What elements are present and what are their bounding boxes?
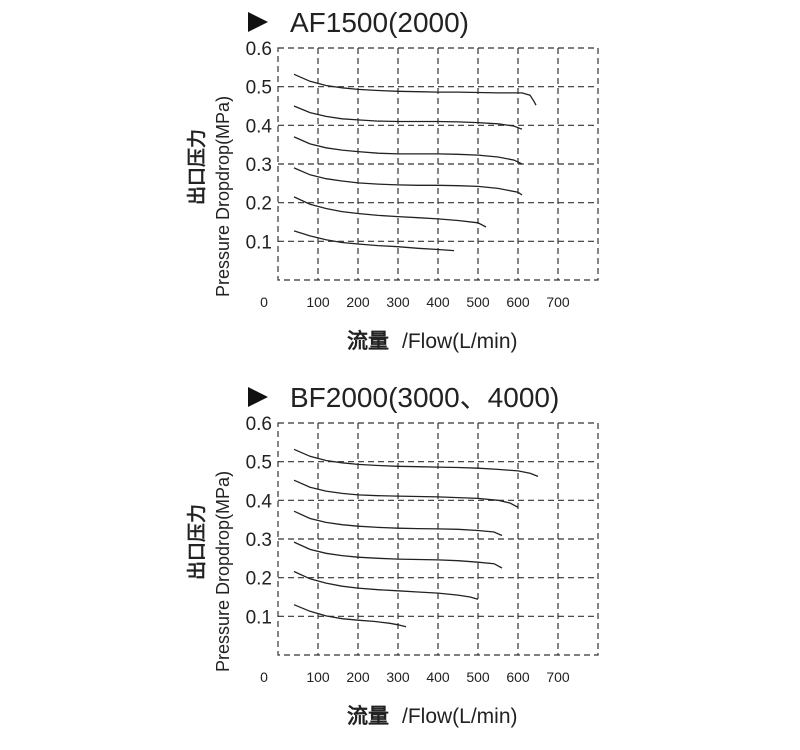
x-tick-label: 700 [546,669,570,685]
x-axis-label-en: /Flow(L/min) [402,705,518,728]
y-tick-label: 0.4 [246,116,273,137]
x-axis-label-cn: 流量 [347,329,389,353]
chart-svg-bf2000: BF2000(3000、4000) 0.6 0.5 0.4 0.3 0.2 0.1 0 100 2… [185,382,599,728]
y-tick-label: 0.4 [246,491,273,512]
y-tick-label: 0.6 [246,39,272,60]
series-line-4 [293,136,523,165]
x-tick-label: 200 [346,669,370,685]
series-line-3 [293,541,503,569]
y-axis-label: 出口压力 Pressure Dropdrop(MPa) [185,96,233,297]
chart-svg-af1500: AF1500(2000) 0.6 0.5 0.4 0.3 0.2 0.1 0 100 200 300… [185,7,599,353]
chart-panel-bf2000: BF2000(3000、4000) 0.6 0.5 0.4 0.3 0.2 0.1 0 100 2… [0,375,800,750]
y-tick-label: 0.2 [246,194,272,215]
grid [278,423,598,655]
x-tick-label: 300 [386,669,410,685]
chart-title: BF2000(3000、4000) [290,382,559,413]
x-tick-label: 100 [306,294,330,310]
y-tick-label: 0.3 [246,155,272,176]
series-lines [293,73,537,252]
series-line-4 [293,510,503,537]
series-line-5 [293,105,523,130]
chart-panel-af1500: AF1500(2000) 0.6 0.5 0.4 0.3 0.2 0.1 0 100 200 300… [185,7,599,353]
series-line-1 [293,230,455,252]
grid [278,48,598,280]
y-axis-label: 出口压力 Pressure Dropdrop(MPa) [185,471,233,672]
x-tick-label: 200 [346,294,370,310]
x-tick-label: 600 [506,669,530,685]
y-axis-label-en: Pressure Dropdrop(MPa) [213,96,233,297]
x-tick-label: 400 [426,669,450,685]
series-line-6 [293,73,537,106]
y-tick-label: 0.5 [246,453,272,474]
x-tick-label: 700 [546,294,570,310]
x-tick-label: 0 [260,294,268,310]
x-tick-label: 100 [306,669,330,685]
series-line-1 [293,604,407,628]
y-axis-label-cn: 出口压力 [185,504,208,580]
title-marker-icon [248,12,268,32]
y-axis-label-en: Pressure Dropdrop(MPa) [213,471,233,672]
series-lines [293,448,539,628]
chart-title: AF1500(2000) [290,7,469,38]
x-tick-label: 300 [386,294,410,310]
y-tick-label: 0.6 [246,414,272,435]
y-tick-label: 0.3 [246,530,272,551]
y-axis-label-cn: 出口压力 [185,129,208,205]
x-tick-label: 500 [466,294,490,310]
series-line-5 [293,479,519,508]
plot-frame [277,422,599,656]
plot-frame [277,47,599,281]
x-tick-label: 600 [506,294,530,310]
x-tick-label: 500 [466,669,490,685]
y-tick-label: 0.1 [246,607,272,628]
x-tick-label: 0 [260,669,268,685]
x-axis-label-cn: 流量 [347,704,389,728]
y-tick-label: 0.2 [246,569,272,590]
y-tick-label: 0.5 [246,78,272,99]
series-line-3 [293,167,523,196]
title-marker-icon [248,387,268,407]
series-line-2 [293,570,479,600]
x-tick-label: 400 [426,294,450,310]
series-line-2 [293,196,487,228]
x-axis-label-en: /Flow(L/min) [402,330,518,353]
series-line-6 [293,448,539,478]
y-tick-label: 0.1 [246,232,272,253]
